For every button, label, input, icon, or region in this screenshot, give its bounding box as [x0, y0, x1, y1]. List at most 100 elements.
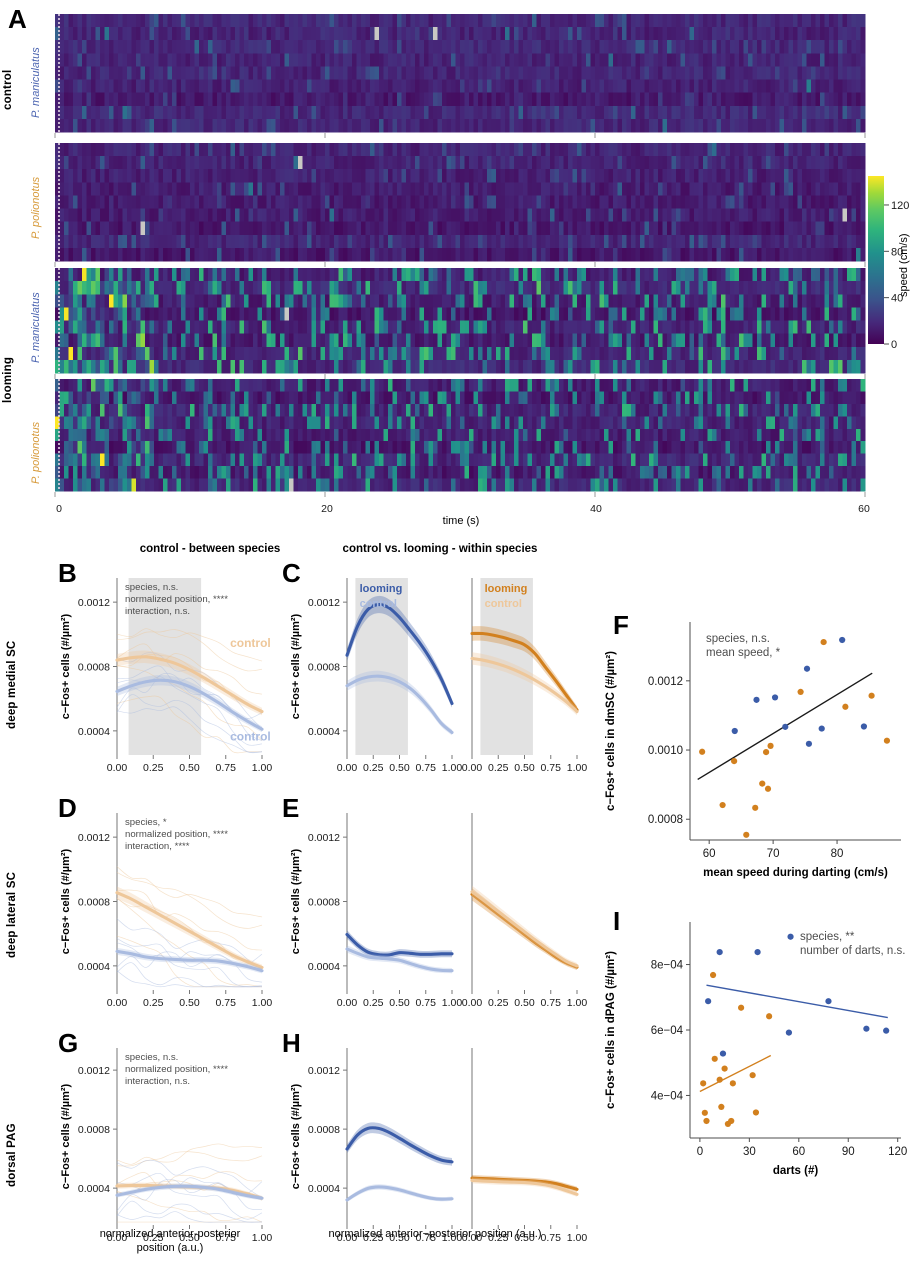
xtick-2: 0.50 — [389, 997, 410, 1009]
legend-0-0: looming — [360, 583, 403, 595]
xtick-4: 1.00 — [442, 762, 463, 774]
ytick-1: 0.0008 — [78, 662, 110, 674]
xtick-0: 0 — [697, 1146, 703, 1158]
ytick-0: 0.0004 — [78, 1183, 110, 1195]
xtick-0: 0.00 — [462, 762, 483, 774]
xtick-2: 0.50 — [179, 1232, 200, 1244]
panelA-xtick-3: 60 — [858, 503, 870, 515]
ytick-0: 0.0008 — [648, 814, 683, 826]
ytick-1: 0.0008 — [308, 662, 340, 674]
xtick-2: 0.50 — [514, 762, 535, 774]
panelA-xtick-0: 0 — [56, 503, 62, 515]
xtick-4: 120 — [888, 1146, 907, 1158]
xtick-3: 0.75 — [216, 997, 237, 1009]
xtick-4: 1.00 — [567, 762, 588, 774]
yaxis-title: c−Fos+ cells in dPAG (#/µm²) — [605, 951, 617, 1109]
row-label-deep-lateral-sc: deep lateral SC — [6, 871, 18, 959]
ytick-2: 0.0012 — [648, 676, 683, 688]
xtick-1: 0.25 — [363, 997, 384, 1009]
chart-panel-i: 0 30 60 90 120 4e−04 6e−04 8e−04 species, ** numb… — [605, 922, 907, 1177]
chart-panel-b: 0.00 0.25 0.50 0.75 1.00 0.0004 0.0008 0.0012 co… — [60, 578, 272, 774]
panelA-heatmaps: 0 20 40 60 — [54, 14, 870, 515]
xtick-4: 1.00 — [567, 997, 588, 1009]
xtick-4: 1.00 — [442, 1232, 463, 1244]
annotation-1: normalized position, **** — [125, 594, 228, 605]
panel-letter-e: E — [282, 793, 300, 823]
panel-letter-i: I — [613, 906, 621, 936]
annotation-2: interaction, **** — [125, 841, 190, 852]
inline-label-1: control — [230, 730, 271, 744]
panelA-xtick-1: 20 — [321, 503, 333, 515]
xtick-0: 0.00 — [337, 762, 358, 774]
panelA-colorbar-title: speed (cm/s) — [898, 233, 910, 297]
annotation-1: normalized position, **** — [125, 829, 228, 840]
ytick-0: 0.0004 — [308, 726, 340, 738]
chart-panel-h: 0.00 0.25 0.50 0.75 1.00 0.0004 0.0008 0.0012 0.… — [290, 1048, 588, 1244]
yaxis-title: c−Fos+ cells (#/µm²) — [60, 613, 72, 719]
inline-label-0: control — [230, 636, 271, 650]
yaxis-title: c−Fos+ cells (#/µm²) — [60, 1083, 72, 1189]
xtick-4: 1.00 — [252, 997, 273, 1009]
panelH-xaxis-title: normalized anterior−posterior position (… — [328, 1228, 542, 1240]
xtick-4: 1.00 — [252, 1232, 273, 1244]
ytick-2: 0.0012 — [308, 1065, 340, 1077]
chart-panel-c: 0.00 0.25 0.50 0.75 1.00 0.0004 0.0008 0.0012 lo… — [290, 578, 588, 774]
xtick-1: 0.25 — [143, 997, 164, 1009]
panelA-xaxis-title: time (s) — [442, 515, 480, 527]
panelG-xaxis-title: normalized anterior-posterior position (… — [75, 1228, 265, 1256]
annotation-0: species, ** — [800, 931, 855, 943]
xtick-1: 70 — [767, 848, 780, 860]
xtick-0: 60 — [703, 848, 716, 860]
annotation-0: species, n.s. — [125, 582, 178, 593]
annotation-0: species, * — [125, 817, 167, 828]
chart-panel-e: 0.00 0.25 0.50 0.75 1.00 0.0004 0.0008 0.0012 0.… — [290, 813, 588, 1009]
panel-letter-g: G — [58, 1028, 79, 1058]
yaxis-title: c−Fos+ cells in dmSC (#/µm²) — [605, 651, 617, 811]
xtick-4: 1.00 — [567, 1232, 588, 1244]
legend-1-1: control — [485, 598, 522, 610]
annotation-2: interaction, n.s. — [125, 606, 190, 617]
annotation-1: number of darts, n.s. — [800, 945, 905, 957]
ytick-1: 0.0008 — [308, 897, 340, 909]
xtick-1: 0.25 — [143, 762, 164, 774]
chart-panel-g: 0.00 0.25 0.50 0.75 1.00 0.0004 0.0008 0.0012 sp… — [60, 1048, 273, 1244]
panel-letter-f: F — [613, 610, 629, 640]
xtick-4: 1.00 — [442, 997, 463, 1009]
xtick-3: 0.75 — [216, 1232, 237, 1244]
xtick-3: 0.75 — [416, 1232, 437, 1244]
panelG-xaxis-title-line1: normalized anterior-posterior — [99, 1228, 241, 1240]
xtick-0: 0.00 — [462, 1232, 483, 1244]
annotation-0: species, n.s. — [125, 1052, 178, 1063]
xtick-2: 60 — [792, 1146, 805, 1158]
panel-letter-h: H — [282, 1028, 301, 1058]
annotation-0: species, n.s. — [706, 633, 770, 645]
ytick-0: 0.0004 — [308, 1183, 340, 1195]
ytick-2: 0.0012 — [308, 832, 340, 844]
xtick-1: 0.25 — [363, 1232, 384, 1244]
yaxis-title: c−Fos+ cells (#/µm²) — [290, 848, 302, 954]
ytick-2: 0.0012 — [78, 832, 110, 844]
xtick-3: 0.75 — [541, 997, 562, 1009]
xtick-3: 0.75 — [541, 1232, 562, 1244]
xtick-2: 0.50 — [389, 1232, 410, 1244]
panel-letter-c: C — [282, 558, 301, 588]
xtick-1: 0.25 — [488, 1232, 509, 1244]
xtick-3: 0.75 — [541, 762, 562, 774]
xtick-3: 90 — [842, 1146, 855, 1158]
ytick-0: 0.0004 — [308, 961, 340, 973]
column-title-right: control vs. looming - within species — [342, 543, 538, 555]
ytick-1: 0.0010 — [648, 745, 683, 757]
ytick-2: 0.0012 — [78, 1065, 110, 1077]
ytick-2: 0.0012 — [78, 597, 110, 609]
chart-panel-d: 0.00 0.25 0.50 0.75 1.00 0.0004 0.0008 0.0012 sp… — [60, 813, 273, 1009]
ytick-2: 8e−04 — [651, 960, 684, 972]
xtick-0: 0.00 — [337, 997, 358, 1009]
row-label-deep-medial-sc: deep medial SC — [6, 640, 18, 730]
ytick-1: 6e−04 — [651, 1025, 684, 1037]
xtick-0: 0.00 — [107, 1232, 128, 1244]
ytick-0: 0.0004 — [78, 961, 110, 973]
chart-panel-f: 60 70 80 0.0008 0.0010 0.0012 species, n.s. mea… — [605, 622, 901, 879]
xtick-0: 0.00 — [337, 1232, 358, 1244]
xtick-1: 0.25 — [363, 762, 384, 774]
xtick-1: 0.25 — [488, 762, 509, 774]
